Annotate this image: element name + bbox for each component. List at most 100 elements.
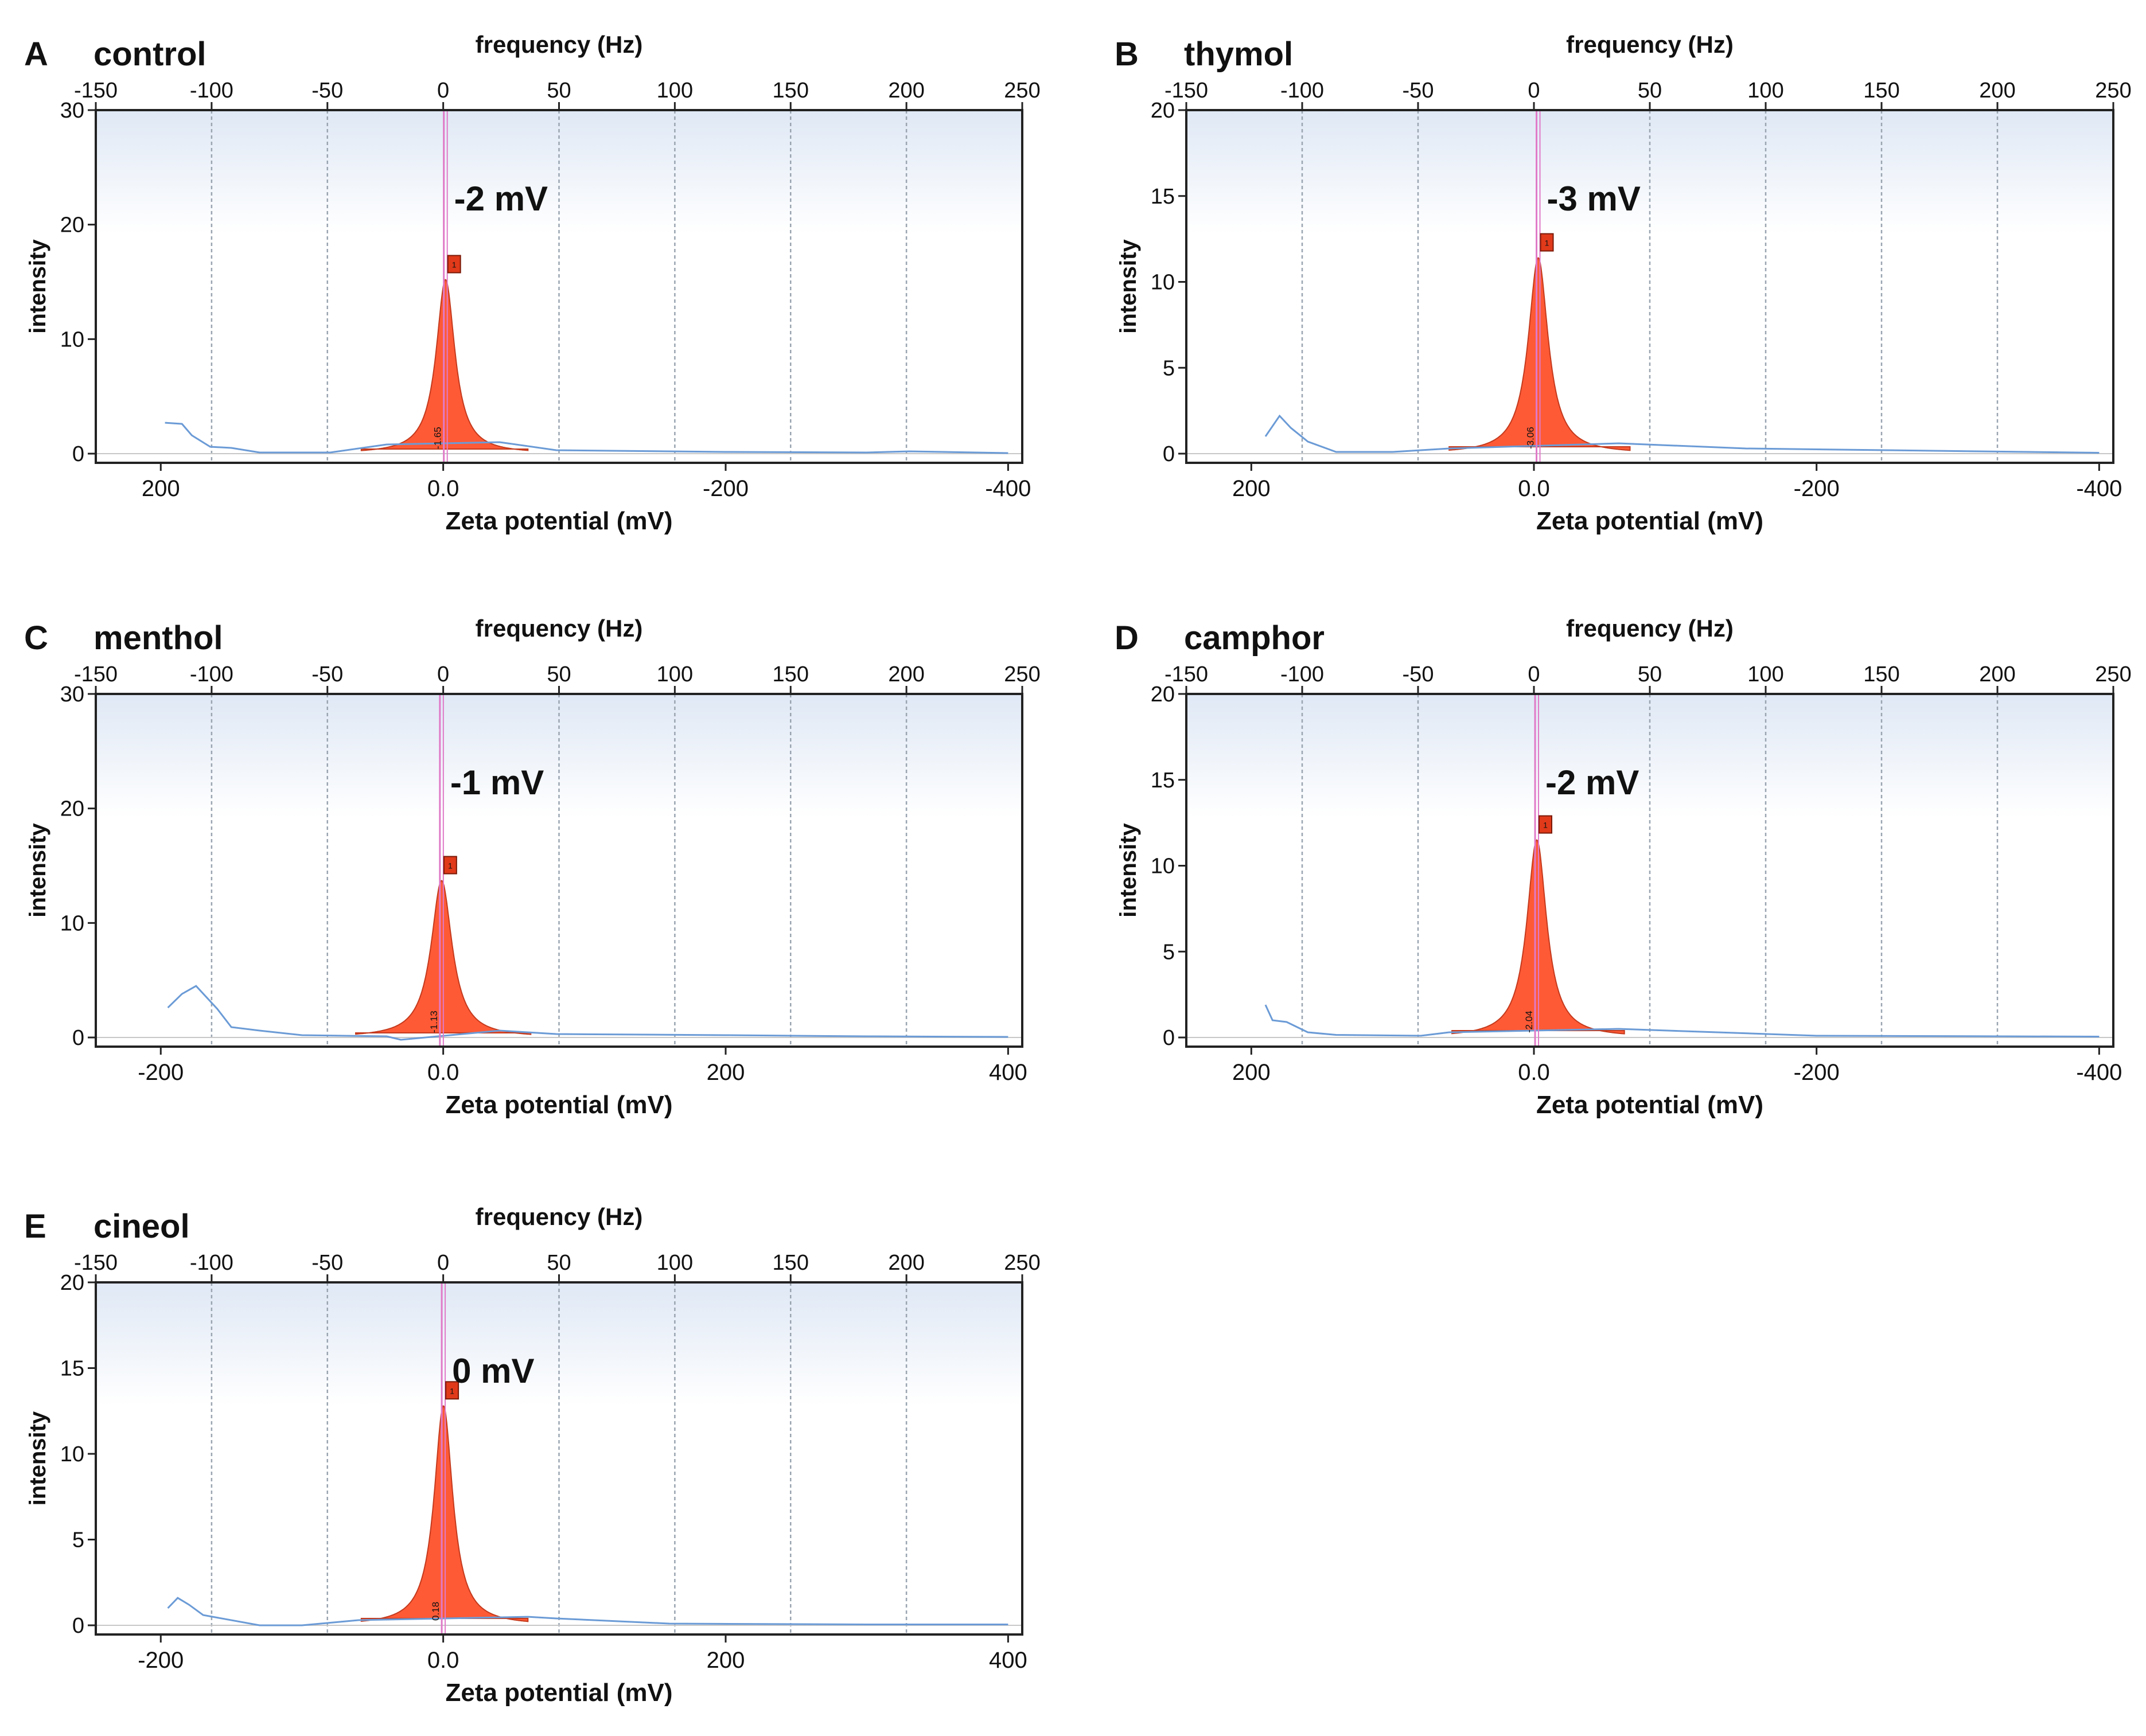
top-tick-label: -50 (311, 662, 343, 686)
peak-value-text: 0.18 (430, 1602, 441, 1621)
y-axis-label: intensity (1116, 823, 1141, 918)
x-axis-label: Zeta potential (mV) (445, 1091, 672, 1119)
bottom-tick-label: 400 (989, 1648, 1027, 1673)
top-tick-label: 100 (1747, 79, 1783, 103)
y-axis-label: intensity (25, 239, 50, 334)
top-tick-label: -150 (1164, 79, 1208, 103)
distribution-curve (165, 422, 1008, 454)
distribution-curve (1264, 414, 2100, 454)
bottom-tick-label: 0.0 (427, 1060, 459, 1085)
top-tick-label: 250 (1004, 79, 1040, 103)
top-tick-label: 50 (1638, 662, 1662, 686)
top-tick-label: -150 (74, 1251, 118, 1275)
y-tick-label: 0 (1163, 442, 1175, 466)
y-axis-label: intensity (25, 1411, 50, 1505)
y-tick-label: 20 (1151, 99, 1175, 123)
y-tick-label: 30 (60, 99, 84, 123)
bottom-tick-label: -200 (1794, 1060, 1840, 1085)
panel-letter: E (24, 1208, 46, 1245)
bottom-tick-label: 0.0 (1518, 476, 1550, 501)
top-tick-label: 150 (773, 662, 809, 686)
peak-label: -2 mV (1545, 763, 1639, 802)
top-tick-label: 150 (773, 1251, 809, 1275)
bottom-tick-label: 200 (142, 476, 180, 501)
panel-A: 1-1.65-2 mV-150 -100 -50 0 50 100 150 200 250fre… (24, 31, 1041, 535)
panel-E: 10.180 mV-150 -100 -50 0 50 100 150 200 250frequ… (24, 1203, 1041, 1707)
top-tick-label: 200 (888, 1251, 924, 1275)
panel-B: 1-3.06-3 mV-150 -100 -50 0 50 100 150 200 250fre… (1115, 31, 2132, 535)
y-tick-label: 5 (1163, 940, 1175, 964)
bottom-tick-label: 0.0 (427, 1648, 459, 1673)
distribution-curve (167, 1597, 1008, 1626)
bottom-tick-label: -400 (985, 476, 1031, 501)
y-tick-label: 5 (1163, 356, 1175, 380)
top-tick-label: 200 (888, 662, 924, 686)
bottom-tick-label: -200 (138, 1060, 184, 1085)
peak-value-text: -1.13 (429, 1011, 439, 1033)
y-tick-label: 0 (72, 1614, 84, 1638)
top-tick-label: 0 (1528, 79, 1540, 103)
x-axis-label: Zeta potential (mV) (445, 507, 672, 535)
peak-label: -2 mV (454, 180, 548, 218)
top-tick-label: 0 (437, 79, 449, 103)
top-tick-label: -100 (190, 79, 233, 103)
peak-label: -3 mV (1547, 180, 1641, 218)
top-tick-label: -100 (190, 662, 233, 686)
top-tick-label: 100 (1747, 662, 1783, 686)
y-tick-label: 0 (72, 1026, 84, 1050)
y-tick-label: 10 (1151, 271, 1175, 295)
top-tick-label: -100 (1280, 662, 1324, 686)
top-tick-label: -150 (74, 662, 118, 686)
bottom-tick-label: 200 (707, 1648, 745, 1673)
bottom-tick-label: 400 (989, 1060, 1027, 1085)
y-tick-label: 30 (60, 682, 84, 707)
top-tick-label: 100 (657, 79, 693, 103)
top-tick-label: 100 (657, 662, 693, 686)
bottom-tick-label: -200 (138, 1648, 184, 1673)
y-tick-label: 10 (1151, 855, 1175, 879)
peak-marker-box (1540, 233, 1554, 252)
y-tick-label: 20 (60, 213, 84, 237)
top-axis-label: frequency (Hz) (476, 1203, 643, 1230)
y-tick-label: 5 (72, 1528, 84, 1552)
top-axis-label: frequency (Hz) (476, 31, 643, 58)
x-axis-label: Zeta potential (mV) (1536, 507, 1763, 535)
top-tick-label: -50 (311, 79, 343, 103)
y-tick-label: 20 (60, 1271, 84, 1295)
panel-title: thymol (1184, 36, 1293, 73)
top-axis-label: frequency (Hz) (1566, 31, 1734, 58)
x-axis-label: Zeta potential (mV) (1536, 1091, 1763, 1119)
top-tick-label: 50 (547, 1251, 571, 1275)
top-tick-label: 250 (1004, 662, 1040, 686)
panel-letter: C (24, 619, 48, 657)
peak-marker-box (443, 856, 457, 875)
distribution-curve (167, 985, 1008, 1041)
peak-marker-box (1539, 815, 1553, 834)
y-tick-label: 20 (1151, 682, 1175, 707)
panel-D: 1-2.04-2 mV-150 -100 -50 0 50 100 150 200 250fre… (1115, 615, 2132, 1119)
peak-value-text: -1.65 (433, 427, 443, 449)
peak-marker-label: 1 (448, 861, 453, 870)
top-tick-label: -150 (74, 79, 118, 103)
top-tick-label: 50 (547, 79, 571, 103)
peak-marker-box (447, 255, 461, 274)
panel-title: control (94, 36, 207, 73)
peak-value-text: -2.04 (1524, 1011, 1534, 1033)
peak-marker-label: 1 (1543, 821, 1548, 830)
top-tick-label: 0 (437, 1251, 449, 1275)
y-tick-label: 20 (60, 797, 84, 821)
bottom-tick-label: 0.0 (427, 476, 459, 501)
top-tick-label: 200 (888, 79, 924, 103)
bottom-tick-label: 0.0 (1518, 1060, 1550, 1085)
panel-letter: D (1115, 619, 1139, 657)
panel-title: menthol (94, 619, 223, 657)
y-tick-label: 15 (1151, 185, 1175, 209)
distribution-curve (1264, 1004, 2100, 1037)
panel-title: camphor (1184, 619, 1325, 657)
top-tick-label: 200 (1979, 79, 2015, 103)
top-axis-label: frequency (Hz) (476, 615, 643, 642)
top-tick-label: 150 (773, 79, 809, 103)
top-tick-label: 50 (1638, 79, 1662, 103)
